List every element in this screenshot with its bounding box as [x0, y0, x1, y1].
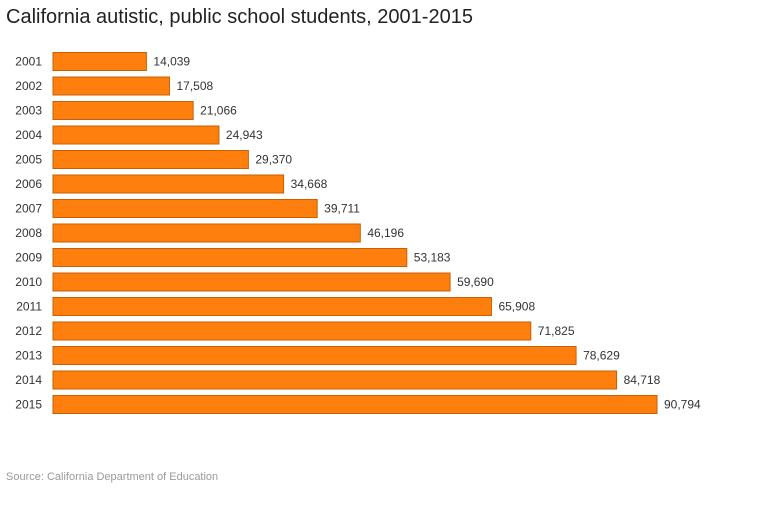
source-note: Source: California Department of Educati… [6, 471, 219, 483]
y-tick-label: 2010 [15, 275, 42, 289]
data-label: 90,794 [664, 398, 701, 412]
bar-2013 [52, 346, 577, 365]
y-tick-label: 2008 [15, 226, 42, 240]
bar-2001 [52, 52, 147, 71]
bar-2005 [52, 150, 249, 169]
y-tick-label: 2007 [15, 202, 42, 216]
bar-2007 [52, 199, 318, 218]
bar-2012 [52, 321, 532, 341]
bar-2002 [52, 76, 170, 96]
y-tick-label: 2011 [16, 300, 42, 314]
data-label: 65,908 [498, 300, 535, 314]
y-tick-label: 2013 [15, 349, 42, 363]
data-label: 84,718 [624, 373, 661, 387]
bar-2011 [52, 297, 492, 316]
data-label: 53,183 [414, 251, 451, 265]
y-tick-label: 2003 [15, 104, 42, 118]
y-tick-label: 2005 [15, 153, 42, 167]
bar-2015 [52, 395, 658, 414]
data-label: 78,629 [583, 349, 620, 363]
bar-2008 [52, 223, 361, 243]
data-label: 46,196 [367, 226, 404, 240]
chart-title: California autistic, public school stude… [6, 6, 473, 28]
y-tick-label: 2009 [15, 251, 42, 265]
y-tick-label: 2001 [15, 55, 42, 69]
bar-2006 [52, 174, 285, 194]
data-label: 29,370 [255, 153, 292, 167]
data-label: 21,066 [200, 104, 237, 118]
data-label: 59,690 [457, 275, 494, 289]
data-label: 71,825 [538, 324, 575, 338]
data-label: 14,039 [153, 55, 190, 69]
y-tick-label: 2004 [15, 128, 42, 142]
y-tick-label: 2015 [15, 398, 42, 412]
bar-2014 [52, 370, 618, 390]
data-label: 24,943 [226, 128, 263, 142]
bar-2010 [52, 272, 451, 292]
data-label: 39,711 [324, 202, 360, 216]
data-label: 34,668 [291, 177, 328, 191]
y-tick-label: 2002 [15, 79, 42, 93]
y-tick-label: 2006 [15, 177, 42, 191]
y-tick-label: 2012 [15, 324, 42, 338]
bar-2003 [52, 101, 194, 120]
data-label: 17,508 [176, 79, 213, 93]
bar-2009 [52, 248, 408, 267]
bar-2004 [52, 125, 220, 145]
y-tick-label: 2014 [15, 373, 42, 387]
